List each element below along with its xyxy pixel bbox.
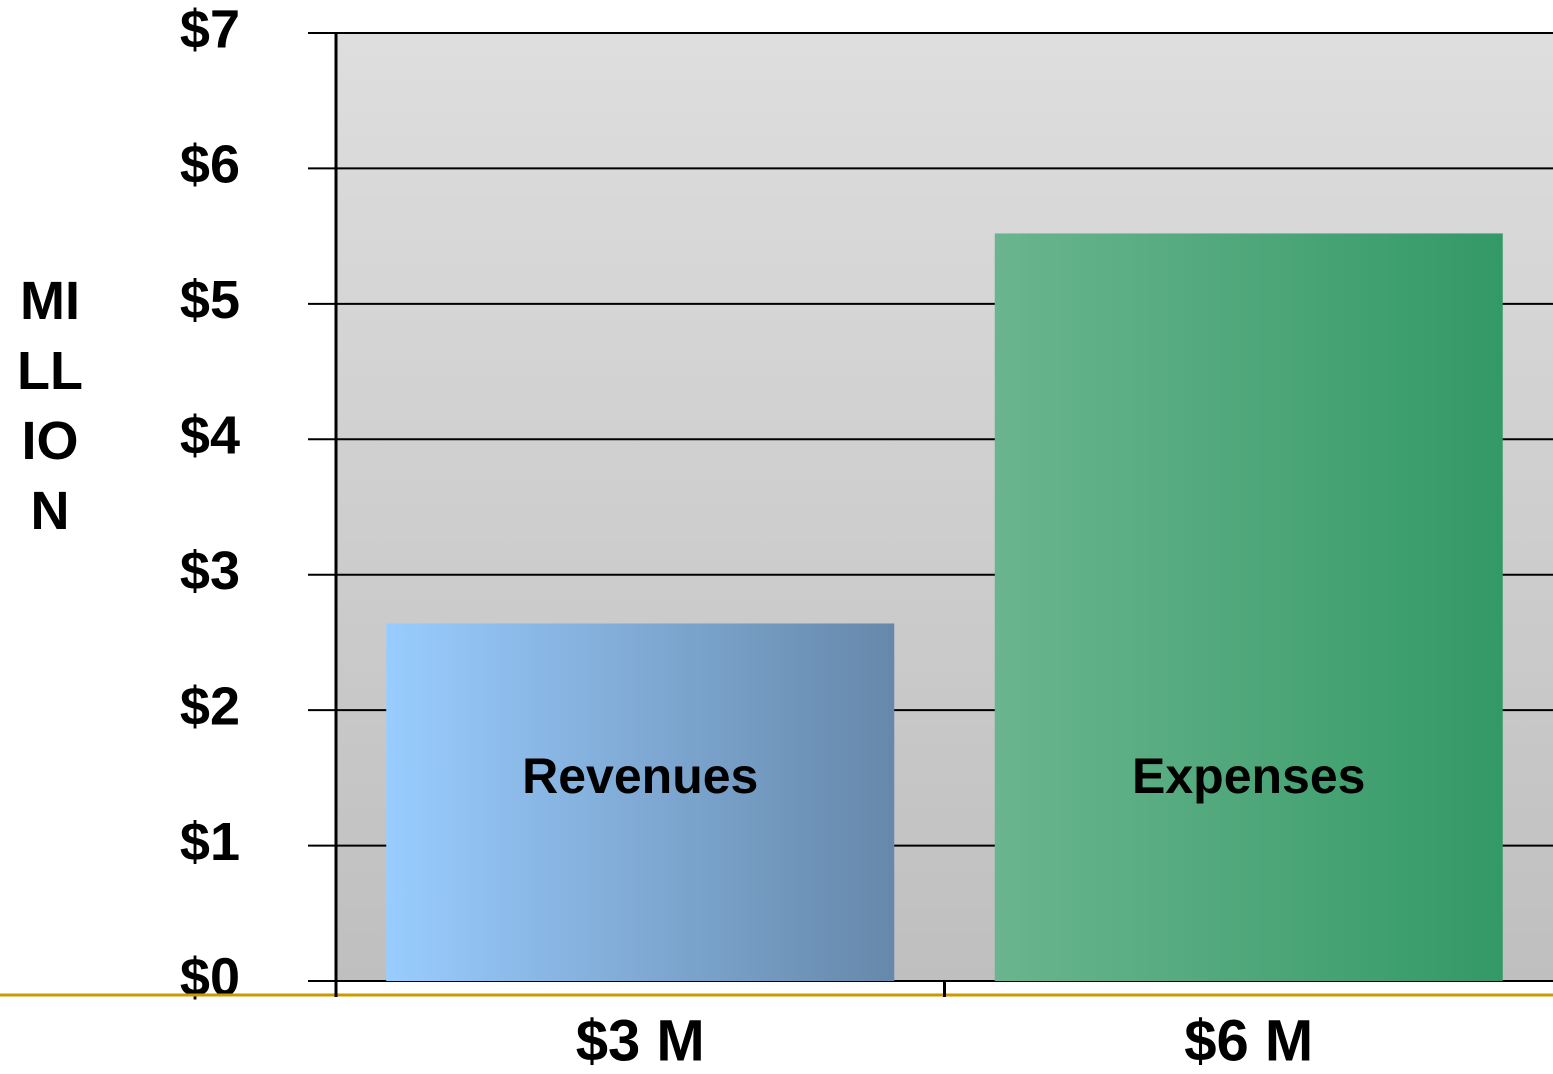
x-tick-label: $3 M [576,1008,705,1073]
bar [386,623,895,981]
y-tick-label: $3 [180,541,240,601]
y-tick-label: $0 [180,947,240,1007]
y-tick-label: $4 [180,406,240,466]
y-tick-label: $7 [180,0,240,59]
y-tick-label: $1 [180,812,240,872]
y-tick-label: $5 [180,270,240,330]
bar-label: Expenses [1132,748,1365,804]
y-tick-label: $6 [180,135,240,195]
bar [994,233,1503,982]
y-axis-label: MILLION [17,271,83,541]
x-tick-label: $6 M [1184,1008,1313,1073]
bar-label: Revenues [522,748,758,804]
y-tick-label: $2 [180,676,240,736]
